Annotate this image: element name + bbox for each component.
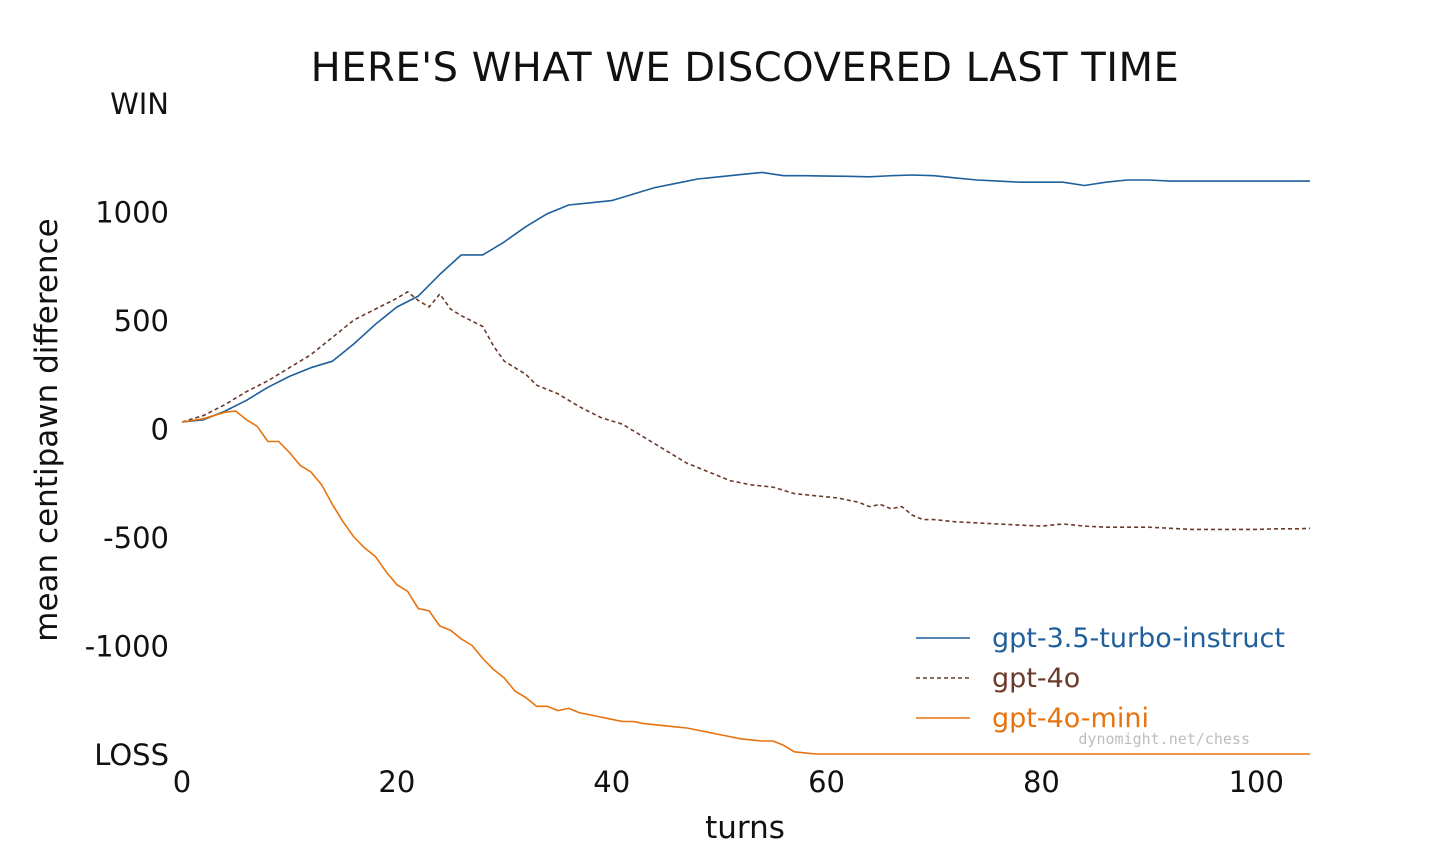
- x-tick-label: 40: [593, 765, 630, 799]
- y-tick-label: -500: [103, 521, 169, 555]
- x-axis-ticks: 0 20 40 60 80 100: [173, 765, 1284, 799]
- x-tick-label: 0: [173, 765, 191, 799]
- series-line-gpt-3.5-turbo-instruct: [181, 171, 1310, 423]
- y-tick-label: 1000: [95, 196, 169, 230]
- x-tick-label: 80: [1023, 765, 1060, 799]
- legend-label: gpt-4o: [992, 663, 1080, 694]
- y-tick-label: 0: [151, 413, 169, 447]
- y-tick-label: LOSS: [94, 738, 169, 772]
- legend-label: gpt-3.5-turbo-instruct: [992, 623, 1285, 654]
- legend-label: gpt-4o-mini: [992, 703, 1149, 734]
- y-axis-ticks: WIN 1000 500 0 -500 -1000 LOSS: [85, 87, 169, 772]
- chart-title: HERE'S WHAT WE DISCOVERED LAST TIME: [311, 45, 1180, 91]
- series-layer: [181, 171, 1311, 755]
- series-line-gpt-4o-mini: [181, 410, 1310, 755]
- y-tick-label: WIN: [110, 87, 169, 121]
- watermark: dynomight.net/chess: [1078, 730, 1250, 748]
- x-tick-label: 100: [1229, 765, 1284, 799]
- x-axis-label: turns: [705, 810, 785, 846]
- legend: gpt-3.5-turbo-instruct gpt-4o gpt-4o-mini: [916, 623, 1285, 734]
- series-line-gpt-4o: [181, 291, 1311, 531]
- y-tick-label: -1000: [85, 630, 169, 664]
- x-tick-label: 20: [378, 765, 415, 799]
- y-tick-label: 500: [114, 304, 169, 338]
- x-tick-label: 60: [808, 765, 845, 799]
- y-axis-label: mean centipawn difference: [29, 218, 65, 641]
